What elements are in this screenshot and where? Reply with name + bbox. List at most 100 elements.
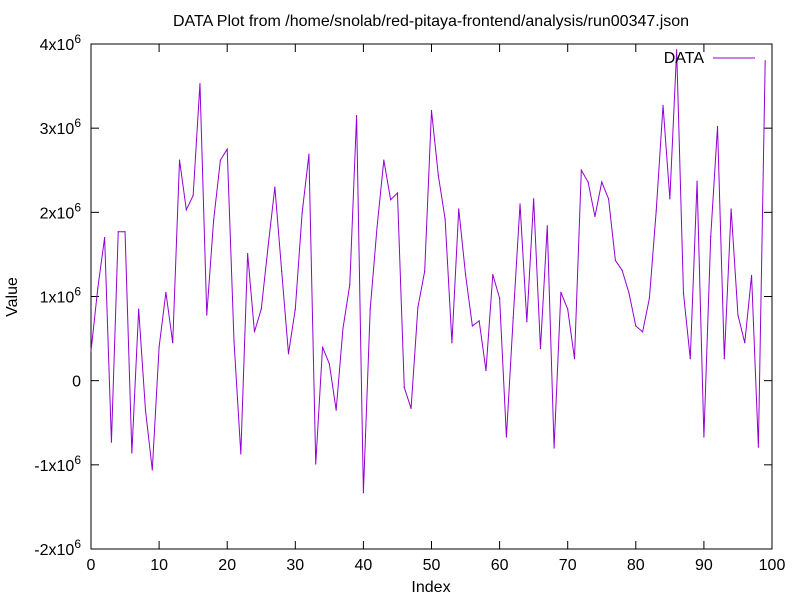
x-tick-label: 70 — [559, 557, 577, 574]
y-tick-label: 4x106 — [40, 32, 82, 54]
data-point — [138, 308, 140, 310]
data-point — [750, 274, 753, 277]
data-point — [505, 436, 508, 438]
x-tick-label: 90 — [695, 557, 713, 574]
data-point — [655, 210, 657, 212]
data-point — [355, 114, 358, 117]
data-point — [199, 82, 201, 85]
x-tick-label: 30 — [286, 557, 304, 574]
data-point — [703, 436, 705, 438]
data-point — [226, 148, 228, 150]
data-point — [621, 269, 623, 272]
data-point — [117, 231, 119, 233]
data-point — [233, 340, 235, 342]
data-points — [90, 49, 766, 494]
y-tick-label-exponent: 6 — [74, 32, 81, 46]
data-point — [362, 492, 364, 494]
data-point — [349, 284, 351, 286]
data-point — [723, 358, 725, 360]
data-point — [607, 198, 610, 200]
y-tick-label-exponent: 6 — [74, 200, 81, 214]
x-tick-label: 20 — [218, 557, 236, 574]
data-point — [90, 350, 92, 352]
y-tick-label-exponent: 6 — [74, 453, 81, 467]
y-tick-label: 3x106 — [40, 116, 82, 138]
y-tick-label-exponent: 6 — [74, 537, 81, 551]
legend-label-data: DATA — [664, 50, 705, 67]
data-point — [335, 409, 337, 411]
data-point — [321, 346, 324, 348]
data-point — [553, 447, 555, 449]
data-point — [301, 212, 303, 214]
data-point — [131, 452, 133, 454]
y-tick-label: 1x106 — [40, 285, 82, 307]
x-tick-label: 10 — [150, 557, 168, 574]
data-point — [281, 270, 283, 272]
x-tick-label: 100 — [759, 557, 786, 574]
y-tick-label: -2x106 — [34, 537, 81, 559]
data-point — [519, 203, 521, 205]
x-tick-labels: 0 10 20 30 40 50 60 70 80 90 100 — [87, 557, 786, 574]
data-point — [594, 215, 596, 218]
x-tick-label: 80 — [627, 557, 645, 574]
data-point — [342, 327, 344, 330]
data-point — [478, 320, 480, 322]
data-point — [533, 198, 535, 200]
data-point — [417, 306, 419, 309]
data-point — [144, 409, 147, 411]
data-point — [192, 194, 194, 197]
data-point — [539, 348, 542, 350]
data-point — [628, 292, 630, 294]
data-point — [573, 358, 576, 360]
data-point — [485, 369, 487, 372]
series-line-data — [90, 49, 766, 493]
data-point — [124, 231, 126, 233]
data-point — [744, 342, 746, 344]
y-tick-label-base: 3x10 — [40, 121, 75, 138]
data-point — [614, 259, 616, 261]
data-point — [757, 446, 759, 448]
data-point — [492, 274, 494, 276]
y-tick-label-base: 1x10 — [40, 290, 75, 307]
data-point — [151, 469, 153, 471]
data-point — [369, 308, 371, 310]
data-point — [410, 407, 412, 410]
x-tick-label: 50 — [423, 557, 441, 574]
data-point — [560, 291, 562, 293]
data-point — [390, 199, 392, 201]
data-point — [247, 252, 249, 255]
y-tick-label: 2x106 — [40, 200, 82, 222]
data-point — [499, 297, 501, 299]
data-point — [601, 181, 603, 183]
data-point — [212, 220, 215, 222]
y-tick-label: 0 — [72, 374, 81, 391]
axis-ticks — [90, 43, 773, 550]
y-tick-label-exponent: 6 — [74, 285, 81, 299]
data-point — [158, 346, 160, 348]
data-point — [260, 308, 262, 310]
y-tick-label: -1x106 — [34, 453, 81, 475]
data-point — [464, 274, 467, 276]
data-point — [376, 226, 378, 229]
legend: DATA — [664, 50, 755, 67]
data-point — [642, 331, 644, 333]
data-point — [764, 60, 766, 62]
data-point — [424, 270, 426, 272]
data-point — [580, 169, 582, 171]
data-point — [328, 363, 330, 365]
data-point — [444, 218, 446, 220]
data-point — [294, 308, 296, 310]
data-point — [172, 342, 174, 344]
data-point — [185, 209, 187, 211]
y-tick-label-exponent: 6 — [74, 116, 81, 130]
data-point — [383, 159, 385, 161]
data-point — [526, 321, 528, 323]
chart-title: DATA Plot from /home/snolab/red-pitaya-f… — [173, 13, 689, 30]
data-point — [567, 308, 569, 310]
y-tick-label-base: 0 — [72, 374, 81, 391]
x-tick-label: 0 — [87, 557, 96, 574]
x-tick-label: 60 — [491, 557, 509, 574]
data-point — [308, 153, 310, 155]
